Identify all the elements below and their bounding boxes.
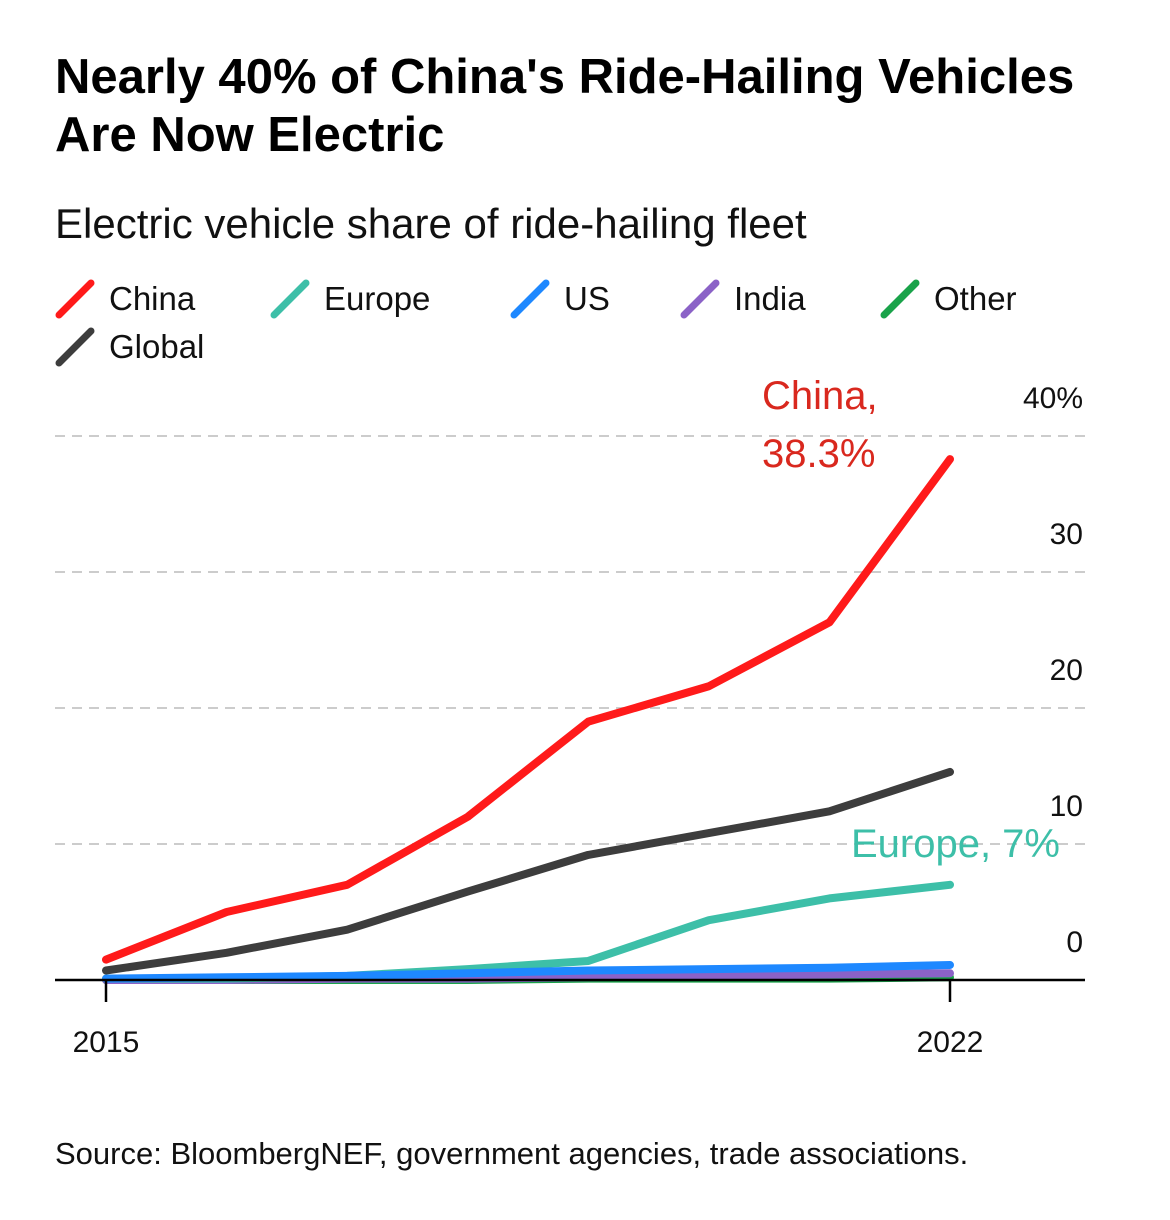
line-chart: 0 10 20 30 40% 2015 2022 China, 38.3% Europe, 7%: [55, 374, 1085, 1059]
legend-swatch-global: [55, 327, 95, 367]
legend-swatch-europe: [270, 279, 310, 319]
chart-title: Nearly 40% of China's Ride-Hailing Vehic…: [55, 50, 1075, 162]
source-note: Source: BloombergNEF, government agencie…: [55, 1136, 969, 1171]
annotation-china: China, 38.3%: [762, 374, 878, 476]
y-tick-label: 30: [1050, 518, 1083, 551]
legend-label-us: US: [564, 280, 610, 317]
x-tick-label: 2015: [73, 1026, 140, 1059]
legend-label-china: China: [109, 280, 196, 317]
legend-label-global: Global: [109, 328, 205, 365]
legend-swatch-other: [880, 279, 920, 319]
series-lines: [102, 455, 954, 984]
legend-swatch-india: [680, 279, 720, 319]
legend-label-europe: Europe: [324, 280, 431, 317]
axes: 0 10 20 30 40% 2015 2022: [55, 382, 1085, 1059]
annotations: China, 38.3% Europe, 7%: [762, 374, 1060, 866]
series-line-china: [102, 455, 954, 964]
annotation-line: 38.3%: [762, 432, 875, 476]
legend-item-us: US: [510, 276, 610, 322]
y-tick-label: 10: [1050, 790, 1083, 823]
legend-swatch-china: [55, 279, 95, 319]
y-tick-label: 40%: [1023, 382, 1083, 415]
annotation-line: China,: [762, 374, 878, 418]
legend-label-india: India: [734, 280, 806, 317]
legend-item-europe: Europe: [270, 276, 430, 322]
legend-item-china: China: [55, 276, 195, 322]
y-tick-label: 20: [1050, 654, 1083, 687]
chart-subtitle: Electric vehicle share of ride-hailing f…: [55, 200, 807, 247]
legend-item-other: Other: [880, 276, 1017, 322]
legend-swatch-us: [510, 279, 550, 319]
legend-label-other: Other: [934, 280, 1017, 317]
annotation-line: Europe, 7%: [851, 822, 1060, 866]
annotation-europe: Europe, 7%: [851, 822, 1060, 866]
legend-item-india: India: [680, 276, 806, 322]
y-tick-label: 0: [1066, 926, 1083, 959]
series-line-us: [102, 961, 954, 983]
x-tick-label: 2022: [917, 1026, 984, 1059]
legend-item-global: Global: [55, 324, 204, 370]
series-line-global: [102, 767, 954, 975]
gridlines: [55, 435, 1085, 845]
